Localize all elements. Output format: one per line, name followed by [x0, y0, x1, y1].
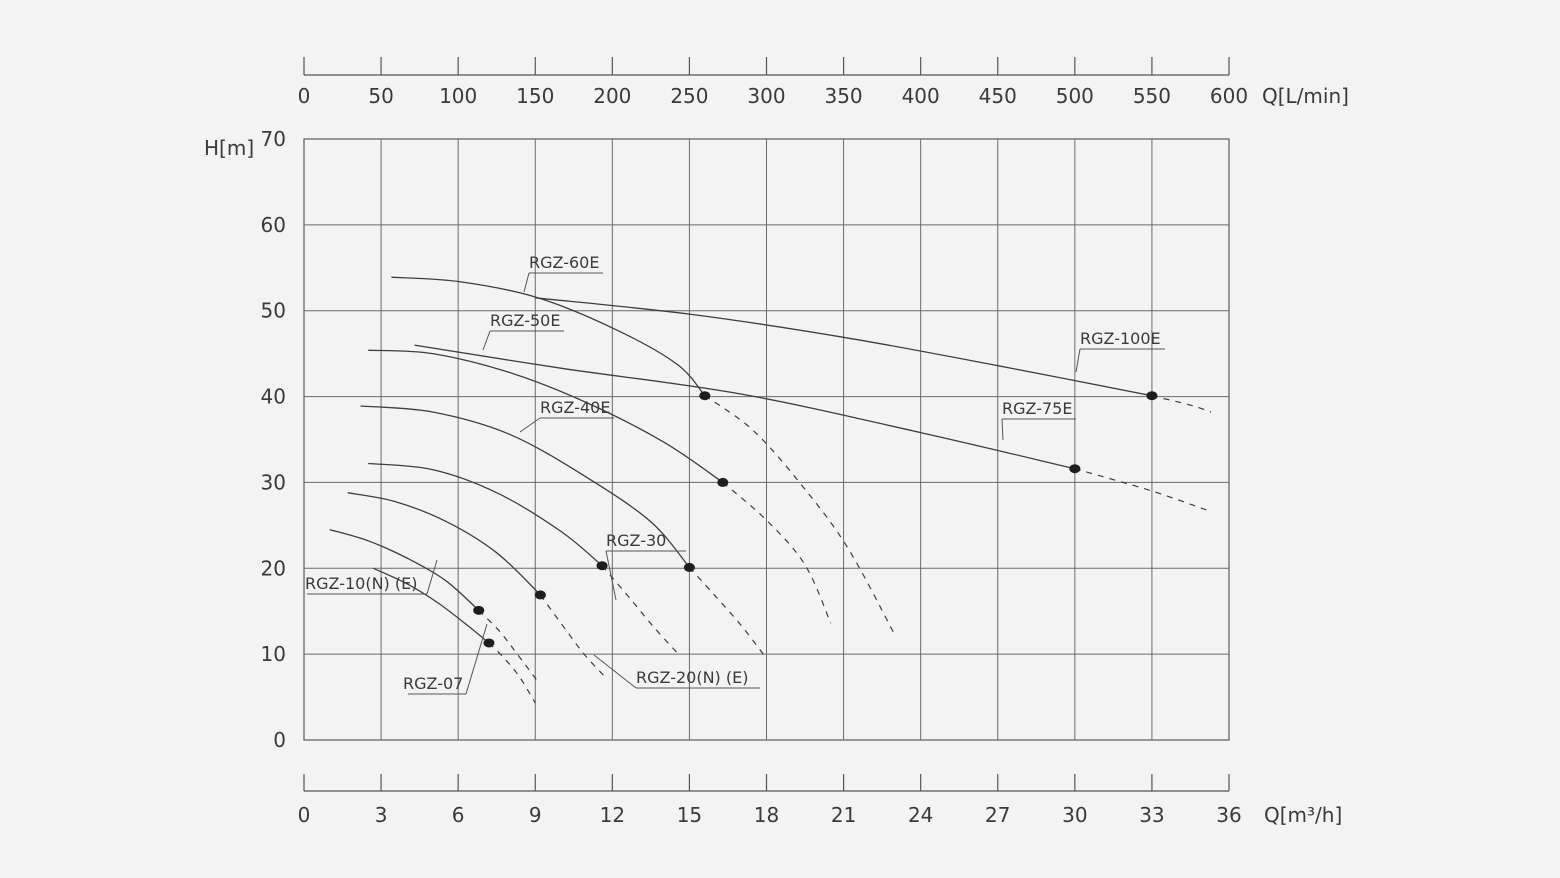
operating-point-rgz-40e	[683, 562, 695, 572]
curve-label-rgz-40e: RGZ-40E	[540, 398, 610, 417]
curve-label-rgz-75e: RGZ-75E	[1002, 399, 1072, 418]
curve-rgz-60e-solid	[391, 276, 706, 397]
x-tick-label: 18	[754, 803, 779, 827]
x-tick-label: 27	[985, 803, 1010, 827]
label-leader	[605, 550, 617, 601]
operating-point-rgz-100e	[1146, 391, 1158, 401]
label-leader	[519, 417, 541, 433]
x2-tick-label: 50	[368, 84, 393, 108]
curve-rgz-30-solid	[368, 462, 603, 567]
curve-rgz-07-solid	[373, 567, 490, 644]
x2-tick-label: 200	[593, 84, 631, 108]
curve-label-rgz-50e: RGZ-50E	[490, 311, 560, 330]
y-axis-label: H[m]	[204, 136, 254, 160]
curve-rgz-75e-dashed	[1074, 468, 1212, 513]
y-tick-label: 30	[261, 470, 286, 494]
y-tick-label: 20	[261, 556, 286, 580]
curve-label-rgz-60e: RGZ-60E	[529, 253, 599, 272]
y-tick-label: 40	[261, 385, 286, 409]
x-tick-label: 24	[908, 803, 933, 827]
y-tick-label: 50	[261, 299, 286, 323]
operating-point-rgz-07	[483, 638, 495, 648]
curve-rgz-40e-dashed	[688, 566, 765, 656]
curve-labels: RGZ-07 RGZ-10(N) (E) RGZ-20(N) (E) RGZ-30 RG…	[305, 253, 1165, 695]
x-tick-label: 30	[1062, 803, 1087, 827]
curve-label-rgz-07: RGZ-07	[403, 674, 463, 693]
x-tick-label: 0	[298, 803, 311, 827]
x2-tick-label: 100	[439, 84, 477, 108]
x-tick-label: 21	[831, 803, 856, 827]
label-leader	[465, 623, 488, 695]
label-leader	[523, 272, 530, 293]
x2-tick-label: 150	[516, 84, 554, 108]
x-tick-label: 9	[529, 803, 542, 827]
x-tick-label: 36	[1216, 803, 1241, 827]
curve-label-rgz-20-n-e-: RGZ-20(N) (E)	[636, 668, 748, 687]
curves	[329, 276, 1212, 704]
x-tick-label: 15	[677, 803, 702, 827]
curve-rgz-100e-dashed	[1151, 395, 1212, 413]
label-leader	[1075, 348, 1081, 373]
x2-tick-label: 550	[1133, 84, 1171, 108]
label-leader	[426, 559, 438, 595]
curve-label-rgz-100e: RGZ-100E	[1080, 329, 1161, 348]
curve-rgz-75e-solid	[414, 344, 1075, 470]
curve-rgz-40e-solid	[360, 405, 690, 568]
curve-label-rgz-30: RGZ-30	[606, 531, 666, 550]
operating-point-rgz-20-n-e-	[534, 590, 546, 600]
operating-point-rgz-50e	[717, 477, 729, 487]
x2-tick-label: 450	[979, 84, 1017, 108]
y-tick-label: 0	[273, 728, 286, 752]
operating-point-rgz-75e	[1069, 464, 1081, 474]
curve-rgz-50e-solid	[368, 349, 724, 483]
curve-rgz-30-dashed	[601, 565, 680, 656]
x2-tick-label: 0	[298, 84, 311, 108]
y-tick-label: 70	[261, 127, 286, 151]
label-leader	[1001, 418, 1004, 441]
label-leader	[593, 654, 637, 689]
y-tick-label: 60	[261, 213, 286, 237]
curve-rgz-10-n-e--dashed	[478, 609, 539, 682]
operating-point-rgz-60e	[699, 391, 711, 401]
curve-rgz-100e-solid	[535, 297, 1153, 397]
curve-label-rgz-10-n-e-: RGZ-10(N) (E)	[305, 574, 417, 593]
label-leader	[482, 330, 491, 351]
curve-rgz-07-dashed	[488, 642, 536, 704]
operating-point-rgz-10-n-e-	[473, 605, 485, 615]
x2-tick-label: 300	[747, 84, 785, 108]
x2-tick-label: 350	[824, 84, 862, 108]
x2-tick-label: 600	[1210, 84, 1248, 108]
curve-rgz-20-n-e--dashed	[539, 594, 606, 677]
x-tick-label: 33	[1139, 803, 1164, 827]
curve-rgz-50e-dashed	[722, 481, 832, 624]
x-tick-label: 3	[375, 803, 388, 827]
x2-tick-label: 250	[670, 84, 708, 108]
curve-rgz-20-n-e--solid	[347, 492, 541, 596]
x2-tick-label: 400	[902, 84, 940, 108]
x-tick-label: 6	[452, 803, 465, 827]
operating-point-rgz-30	[596, 561, 608, 571]
x2-tick-label: 500	[1056, 84, 1094, 108]
y-tick-label: 10	[261, 642, 286, 666]
curve-rgz-10-n-e--solid	[329, 528, 480, 611]
grid	[303, 138, 1230, 741]
x2-axis-label: Q[L/min]	[1262, 84, 1349, 108]
curve-rgz-60e-dashed	[704, 395, 896, 636]
x-tick-label: 12	[600, 803, 625, 827]
x-axis-label: Q[m³/h]	[1264, 803, 1342, 827]
